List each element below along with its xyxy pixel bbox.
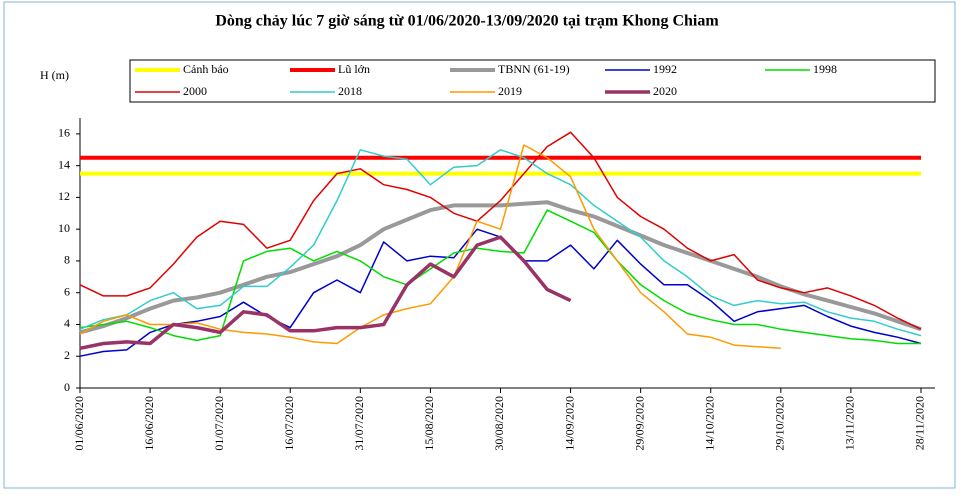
y-tick-label: 8	[64, 253, 70, 267]
y-tick-label: 6	[64, 284, 70, 298]
legend-label: 2000	[183, 84, 207, 98]
x-tick-label: 15/08/2020	[422, 396, 436, 451]
legend-label: Lũ lớn	[338, 62, 370, 76]
y-tick-label: 4	[64, 316, 70, 330]
x-tick-label: 14/10/2020	[702, 396, 716, 451]
y-tick-label: 14	[58, 157, 70, 171]
x-tick-label: 13/11/2020	[843, 396, 857, 450]
x-tick-label: 16/07/2020	[282, 396, 296, 451]
legend-label: Cảnh báo	[183, 62, 229, 76]
x-tick-label: 29/10/2020	[773, 396, 787, 451]
series-line	[79, 200, 922, 335]
legend-label: 1998	[813, 62, 837, 76]
series-line	[79, 149, 922, 337]
legend-box	[129, 59, 936, 103]
x-tick-label: 29/09/2020	[632, 396, 646, 451]
y-tick-label: 0	[64, 380, 70, 394]
y-tick-label: 10	[58, 221, 70, 235]
y-axis-label: H (m)	[40, 68, 69, 82]
series-line	[79, 144, 781, 350]
chart-title: Dòng chảy lúc 7 giờ sáng từ 01/06/2020-1…	[215, 13, 719, 30]
series-line	[79, 235, 572, 351]
series-line	[79, 209, 921, 345]
x-tick-label: 16/06/2020	[142, 396, 156, 451]
legend-label: 2019	[498, 84, 522, 98]
x-tick-label: 31/07/2020	[352, 396, 366, 451]
legend-label: 2018	[338, 84, 362, 98]
x-tick-label: 14/09/2020	[562, 396, 576, 451]
x-tick-label: 28/11/2020	[913, 396, 927, 450]
legend-label: 1992	[653, 62, 677, 76]
y-tick-label: 12	[58, 189, 70, 203]
legend-label: TBNN (61-19)	[498, 62, 570, 76]
y-tick-label: 2	[64, 348, 70, 362]
x-tick-label: 01/07/2020	[212, 396, 226, 451]
x-tick-label: 30/08/2020	[492, 396, 506, 451]
x-tick-label: 01/06/2020	[72, 396, 86, 451]
y-tick-label: 16	[58, 126, 70, 140]
legend-label: 2020	[653, 84, 677, 98]
series-line	[79, 131, 922, 330]
